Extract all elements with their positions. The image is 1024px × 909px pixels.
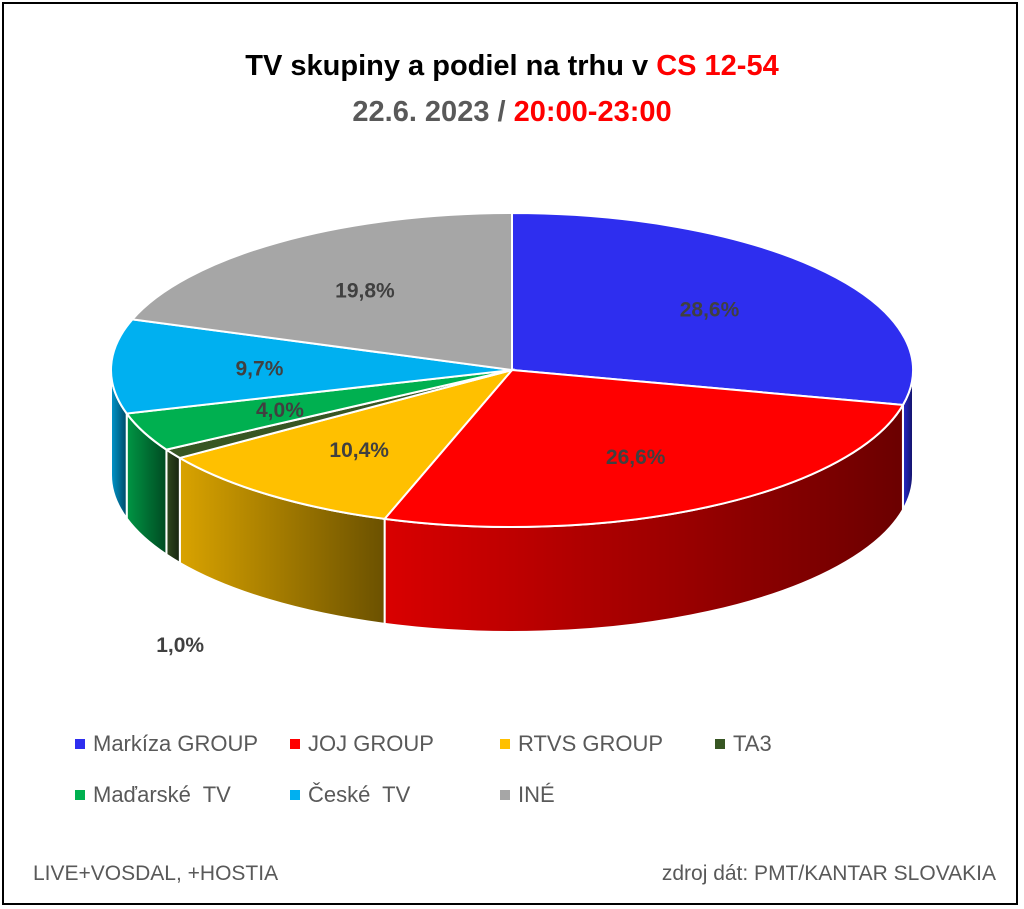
data-label-6: 19,8% [335,280,395,303]
title-prefix: TV skupiny a podiel na trhu v [245,50,657,82]
pie-slice-1 [382,368,905,528]
subtitle-separator: / [489,96,514,128]
data-label-3: 1,0% [156,634,204,657]
data-label-4: 4,0% [256,399,304,422]
pie-slice-2 [177,368,515,520]
data-label-0: 28,6% [680,298,740,321]
data-label-1: 26,6% [606,446,666,469]
footer-note: LIVE+VOSDAL, +HOSTIA [33,862,279,885]
subtitle-date: 22.6. 2023 [352,96,490,128]
data-label-5: 9,7% [236,358,284,381]
subtitle-time: 20:00-23:00 [513,96,672,128]
footer-source: zdroj dát: PMT/KANTAR SLOVAKIA [661,862,996,885]
pie-slice-0 [511,211,914,406]
data-label-2: 10,4% [329,439,389,462]
pie-slice-5 [110,318,513,415]
title-highlight: CS 12-54 [656,50,779,82]
pie-slice-6 [130,211,513,372]
chart-title: TV skupiny a podiel na trhu v CS 12-54 [0,50,1024,83]
chart-subtitle: 22.6. 2023 / 20:00-23:00 [0,96,1024,129]
pie-side-3 [165,447,181,565]
